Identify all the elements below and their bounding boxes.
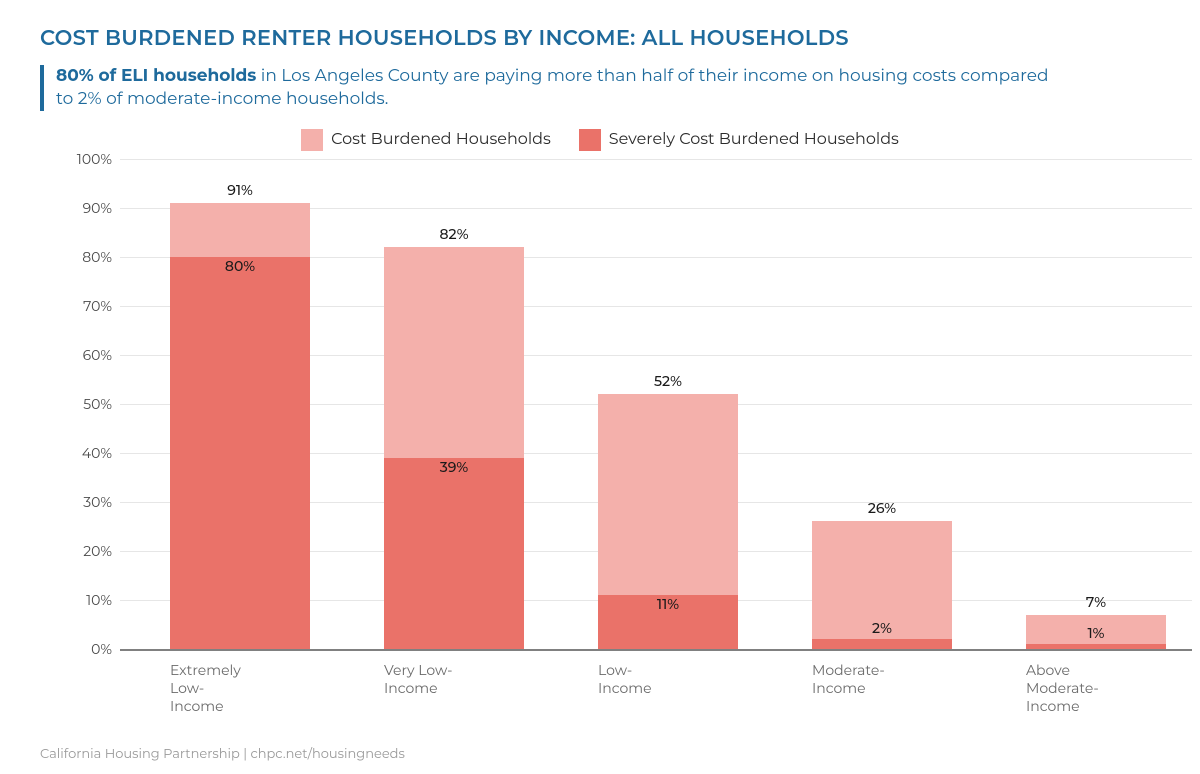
bar-severely-burdened	[170, 257, 310, 649]
y-tick-label: 60%	[83, 346, 112, 364]
y-axis: 0%10%20%30%40%50%60%70%80%90%100%	[64, 159, 120, 649]
bar-total-label: 7%	[1026, 593, 1166, 611]
footer-attribution: California Housing Partnership | chpc.ne…	[40, 746, 405, 762]
y-tick-label: 40%	[82, 444, 112, 462]
bar-total-label: 52%	[598, 372, 738, 390]
x-axis-baseline	[120, 649, 1192, 651]
legend-item-cost-burdened: Cost Burdened Households	[301, 129, 551, 151]
y-tick-label: 100%	[77, 150, 112, 168]
bar-group: 52% 11%	[598, 159, 738, 649]
legend-item-severely-burdened: Severely Cost Burdened Households	[579, 129, 899, 151]
bar-group: 26% 2%	[812, 159, 952, 649]
y-tick-label: 50%	[83, 395, 112, 413]
y-tick-label: 90%	[83, 199, 112, 217]
bar-total-label: 82%	[384, 225, 524, 243]
subtitle-container: 80% of ELI households in Los Angeles Cou…	[40, 65, 1060, 111]
legend-swatch-1	[301, 129, 323, 151]
y-tick-label: 30%	[83, 493, 112, 511]
bars-container: 91% 80% 82% 39% 52% 11% 26% 2% 7% 1%	[120, 159, 1192, 649]
plot-area: 91% 80% 82% 39% 52% 11% 26% 2% 7% 1%	[120, 159, 1192, 649]
x-category-label: Very Low-Income	[384, 661, 524, 697]
bar-group: 7% 1%	[1026, 159, 1166, 649]
legend-label-1: Cost Burdened Households	[331, 130, 551, 149]
legend-swatch-2	[579, 129, 601, 151]
bar-severe-label: 80%	[170, 257, 310, 275]
chart-subtitle: 80% of ELI households in Los Angeles Cou…	[56, 65, 1060, 111]
x-category-label: ExtremelyLow-Income	[170, 661, 310, 716]
bar-group: 82% 39%	[384, 159, 524, 649]
y-tick-label: 20%	[83, 542, 112, 560]
y-tick-label: 80%	[82, 248, 112, 266]
bar-severe-label: 2%	[812, 619, 952, 637]
bar-severely-burdened	[812, 639, 952, 649]
bar-total-label: 26%	[812, 499, 952, 517]
bar-severe-label: 39%	[384, 458, 524, 476]
chart-title: COST BURDENED RENTER HOUSEHOLDS BY INCOM…	[40, 26, 1160, 51]
chart-area: 0%10%20%30%40%50%60%70%80%90%100% 91%80%…	[64, 159, 1192, 649]
y-tick-label: 70%	[83, 297, 112, 315]
y-tick-label: 10%	[86, 591, 112, 609]
subtitle-bold: 80% of ELI households	[56, 66, 256, 86]
bar-severe-label: 11%	[598, 595, 738, 613]
legend-label-2: Severely Cost Burdened Households	[609, 130, 899, 149]
bar-severe-label: 1%	[1026, 624, 1166, 642]
bar-severely-burdened	[384, 458, 524, 649]
bar-group: 91% 80%	[170, 159, 310, 649]
legend: Cost Burdened Households Severely Cost B…	[40, 129, 1160, 151]
x-category-label: AboveModerate-Income	[1026, 661, 1166, 716]
y-tick-label: 0%	[91, 640, 112, 658]
x-category-label: Moderate-Income	[812, 661, 952, 697]
x-category-label: Low-Income	[598, 661, 738, 697]
bar-total-label: 91%	[170, 181, 310, 199]
